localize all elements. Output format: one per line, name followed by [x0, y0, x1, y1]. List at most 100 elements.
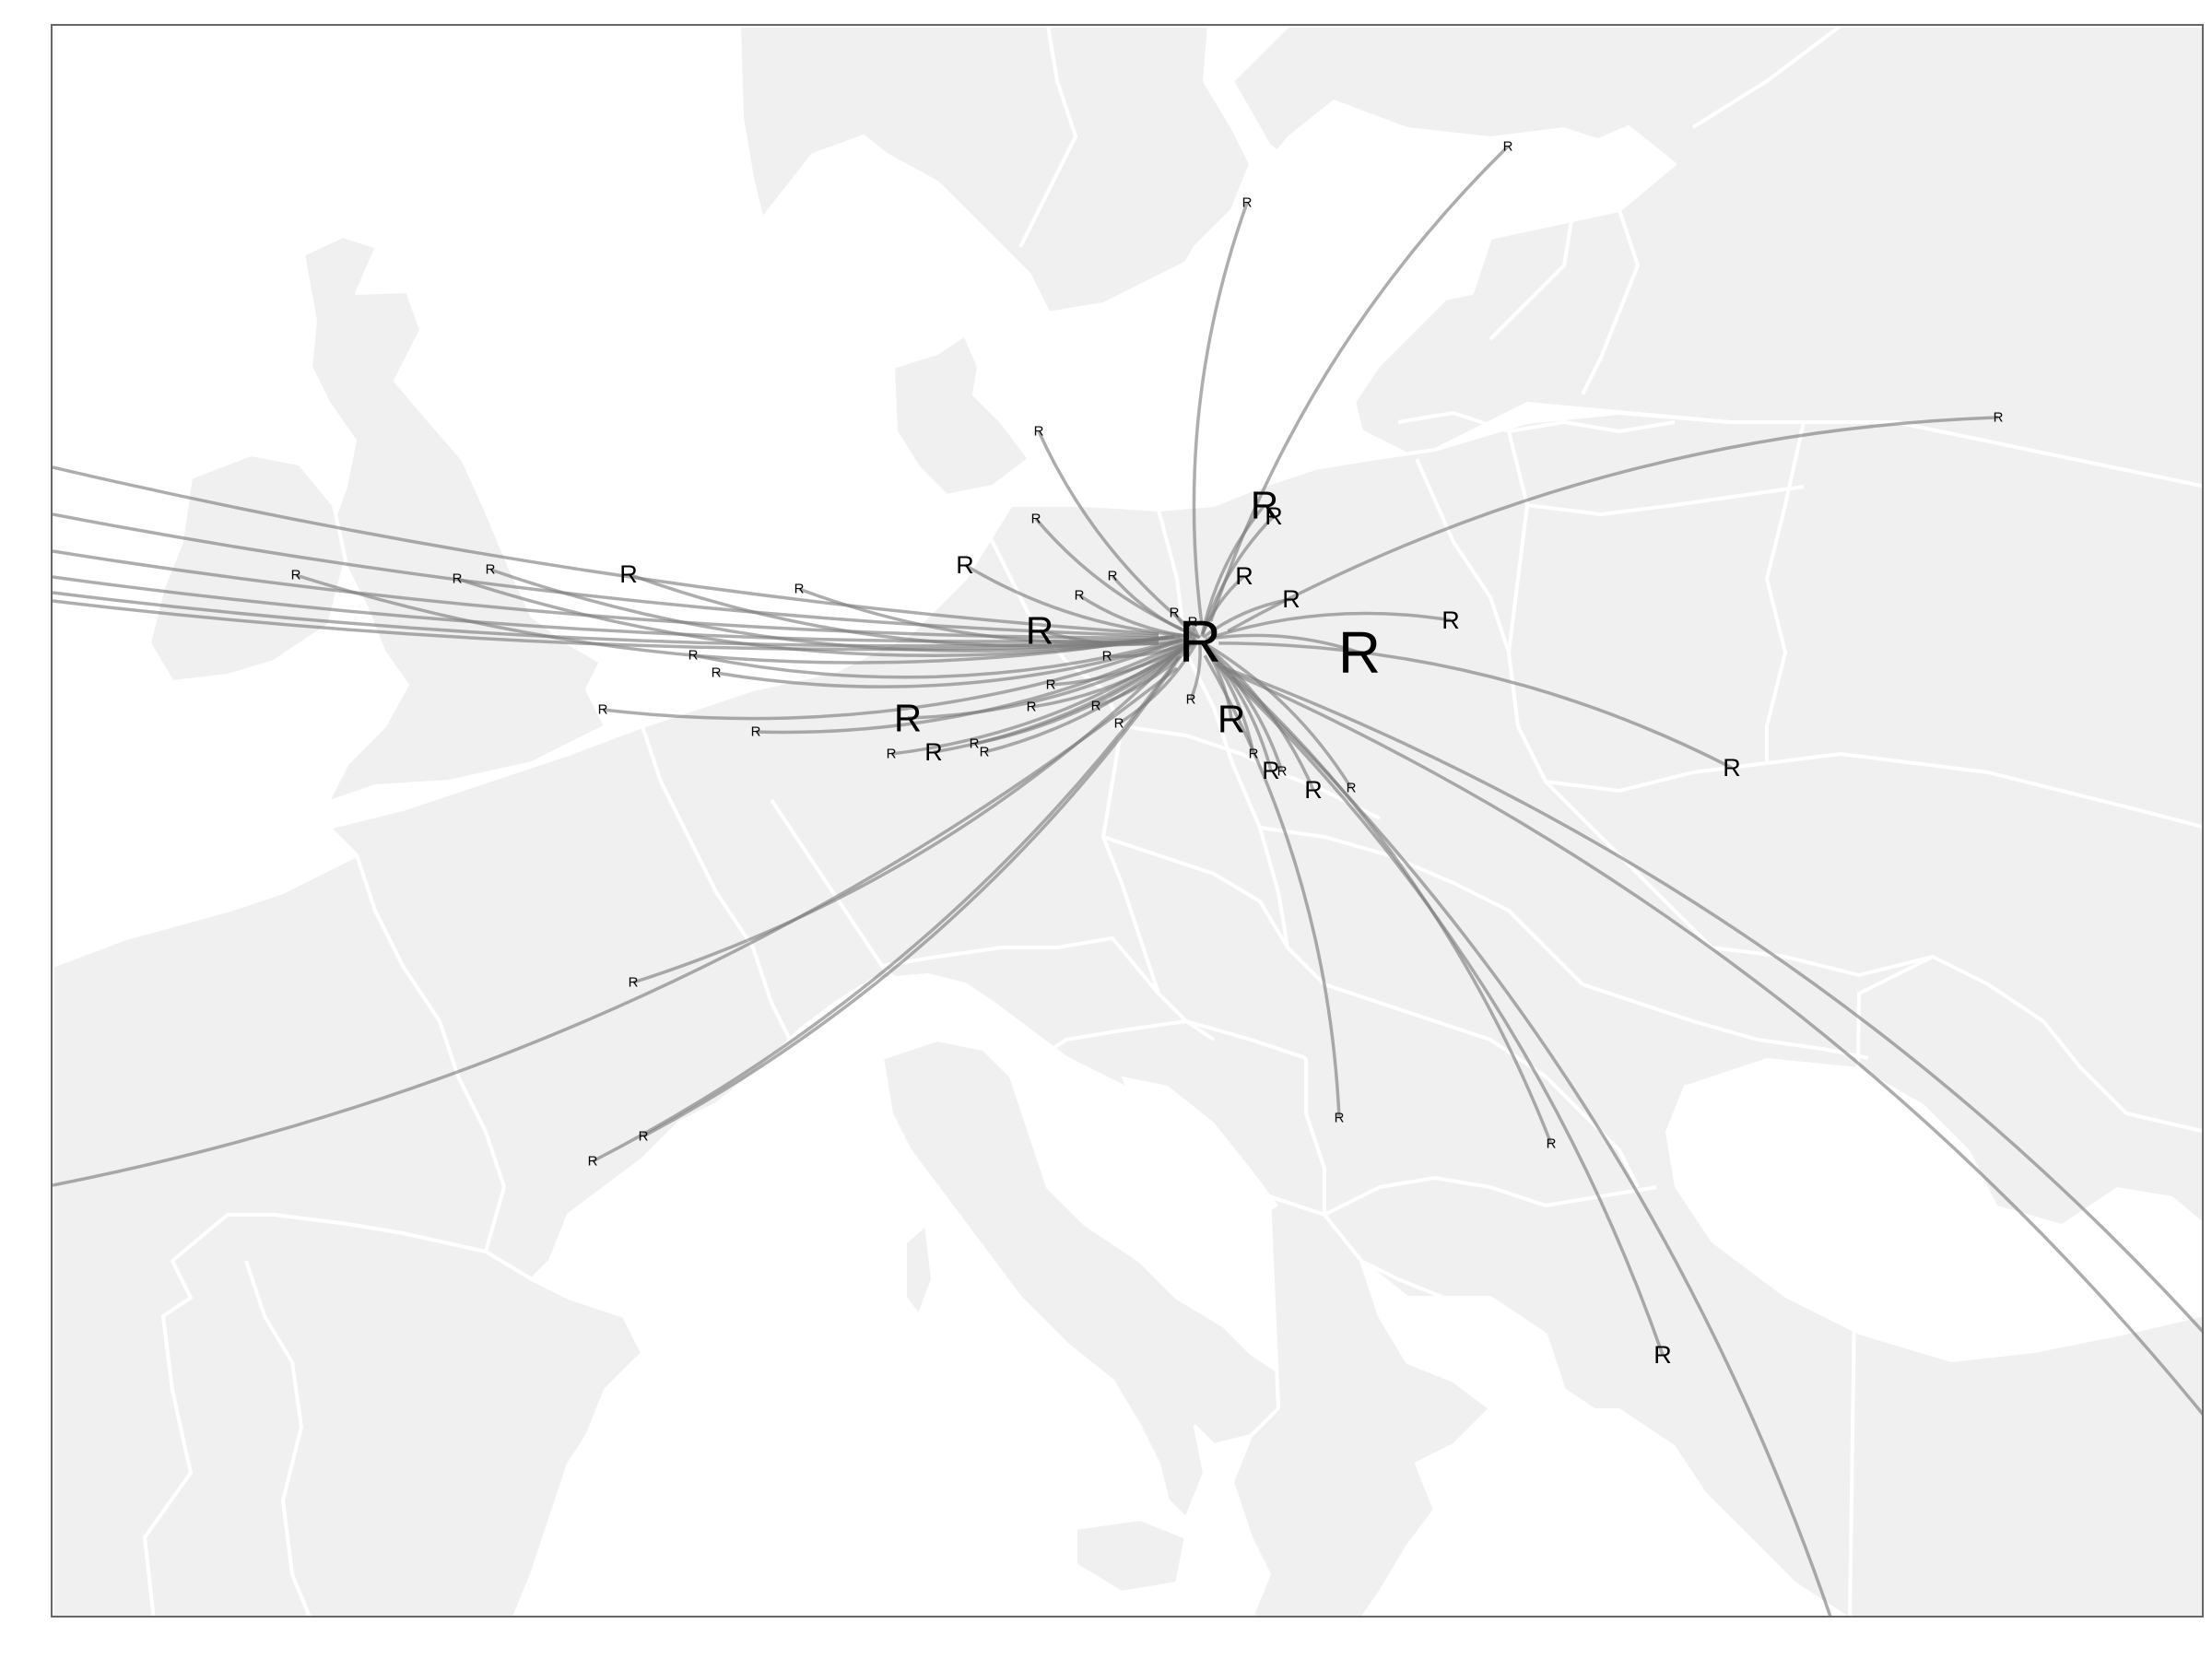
- flow-line: [1189, 641, 1202, 700]
- flow-line: [692, 637, 1183, 679]
- origin-label: R: [1075, 588, 1085, 604]
- origin-label: R: [1170, 606, 1180, 621]
- origin-label: R: [1338, 619, 1381, 686]
- flow-line: [602, 640, 1180, 721]
- flow-line: [1191, 621, 1202, 640]
- flow-line: [1201, 641, 1284, 772]
- flow-line: [632, 649, 1182, 984]
- flow-line: [295, 573, 1169, 665]
- flow-line: [1209, 145, 1510, 622]
- landmass-ireland: [147, 453, 347, 684]
- origin-label: R: [1186, 692, 1196, 708]
- flow-line: [1078, 594, 1196, 640]
- origin-label: R: [887, 747, 897, 762]
- flow-line: [1037, 430, 1195, 633]
- origin-label: R: [1102, 649, 1112, 665]
- flow-line: [755, 640, 1185, 735]
- origin-label: R: [1091, 699, 1101, 714]
- flow-line: [1118, 641, 1199, 725]
- origin-label: R: [1282, 585, 1300, 613]
- flow-line: [642, 654, 1182, 1138]
- flow-line-offscreen: [53, 512, 1159, 638]
- landmass-great-britain: [301, 234, 607, 805]
- origin-label: R: [1335, 1111, 1345, 1126]
- origin-label: R: [1031, 512, 1041, 527]
- origin-label: R: [970, 736, 980, 752]
- flow-line: [1192, 202, 1249, 624]
- origin-label: R: [1034, 424, 1044, 440]
- origin-label: R: [619, 560, 638, 588]
- flow-line: [1218, 641, 1733, 770]
- origin-label: R: [751, 724, 761, 740]
- sea-black: [1665, 1058, 2202, 1362]
- flow-line: [1207, 611, 1452, 640]
- flow-line-offscreen: [1227, 669, 2202, 1416]
- landmass-corsica: [903, 1222, 935, 1318]
- flow-line: [1204, 642, 1353, 789]
- landmass-denmark: [891, 333, 1031, 498]
- origin-label: R: [1723, 754, 1741, 782]
- origin-label: R: [1265, 502, 1283, 530]
- origin-label: R: [598, 702, 608, 718]
- origin-label: R: [894, 697, 922, 740]
- origin-label: R: [1108, 569, 1118, 584]
- origin-label: R: [1994, 410, 2004, 426]
- flow-line: [1200, 574, 1246, 638]
- origin-label: R: [924, 738, 943, 766]
- origin-label: R: [1304, 776, 1323, 804]
- flow-line: [1205, 633, 1360, 654]
- origin-label: R: [486, 562, 496, 578]
- flow-line-offscreen: [1222, 665, 2202, 1334]
- origin-label: R: [1503, 139, 1513, 155]
- land-layer: [53, 26, 2202, 1616]
- origin-label: R: [291, 568, 301, 583]
- flow-line: [964, 563, 1193, 638]
- origin-label: R: [639, 1129, 649, 1145]
- origin-label: R: [1218, 698, 1245, 741]
- flow-line: [715, 638, 1184, 688]
- origin-label: R: [1027, 700, 1037, 715]
- origin-label: R: [1547, 1136, 1557, 1152]
- origin-label: R: [1235, 562, 1253, 590]
- flow-line: [1203, 654, 1341, 1119]
- origin-label: R: [1347, 781, 1357, 796]
- landmass-sicily: [1074, 1517, 1188, 1594]
- flow-line-offscreen: [53, 575, 1159, 643]
- sea-mediterranean: [550, 1307, 1122, 1616]
- flow-line: [489, 568, 1176, 653]
- flow-line: [907, 640, 1191, 720]
- hub-label: R: [1179, 608, 1221, 675]
- flows-layer: [53, 145, 2202, 1616]
- origin-label: R: [453, 571, 463, 587]
- origin-label: R: [1242, 195, 1253, 211]
- sea-baltic: [1011, 100, 1619, 487]
- flow-line: [1215, 662, 1665, 1356]
- origin-label: R: [956, 551, 974, 579]
- origin-label: R: [1251, 484, 1278, 527]
- origin-label: R: [712, 665, 722, 681]
- origin-label: R: [1262, 757, 1280, 784]
- flow-line: [890, 641, 1191, 756]
- water-layer: [550, 100, 2202, 1616]
- origin-label: R: [1026, 609, 1053, 653]
- origin-label: R: [1441, 606, 1460, 634]
- origin-label: R: [980, 745, 990, 760]
- landmass-italy: [880, 1038, 1280, 1521]
- origin-label: R: [588, 1154, 598, 1170]
- origin-label: R: [1249, 747, 1259, 762]
- flow-line: [1111, 574, 1198, 639]
- origin-label: R: [1277, 764, 1288, 780]
- flow-line: [1200, 503, 1266, 635]
- origin-label: R: [688, 648, 699, 664]
- sea-aegean: [1435, 1408, 1730, 1616]
- flow-line: [1227, 416, 1999, 633]
- sea-adriatic: [1122, 1077, 1278, 1224]
- origin-label: R: [794, 582, 805, 597]
- flow-line-offscreen: [53, 666, 1179, 1187]
- origin-label: R: [1653, 1341, 1672, 1369]
- flow-line-offscreen: [53, 465, 1159, 636]
- landmass-balkans: [1230, 1194, 1492, 1616]
